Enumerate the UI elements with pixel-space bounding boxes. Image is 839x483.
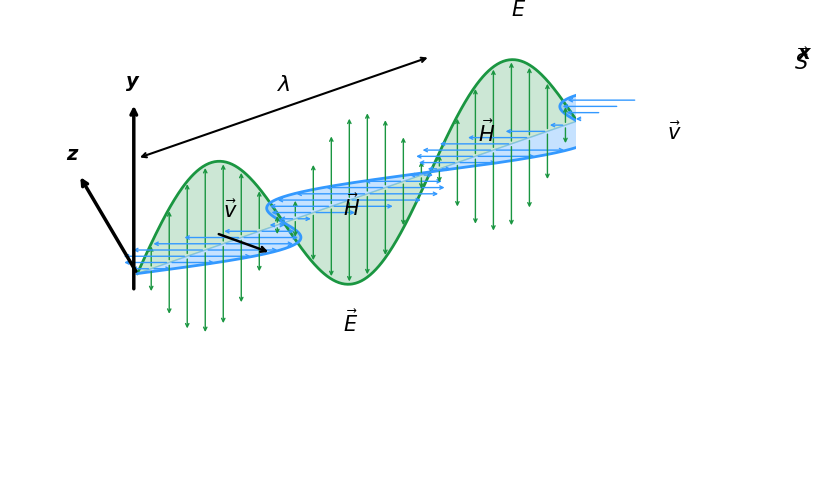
Text: $\vec{\mathit{E}}$: $\vec{\mathit{E}}$ (510, 0, 526, 21)
Text: $\vec{\mathit{H}}$: $\vec{\mathit{H}}$ (343, 193, 361, 220)
Text: $\vec{\mathit{H}}$: $\vec{\mathit{H}}$ (478, 120, 495, 146)
Text: $\vec{\mathit{v}}$: $\vec{\mathit{v}}$ (222, 199, 237, 222)
Polygon shape (138, 59, 723, 284)
Text: $\vec{\mathit{S}}$: $\vec{\mathit{S}}$ (795, 47, 809, 74)
Text: $\lambda$: $\lambda$ (277, 75, 291, 95)
Text: z: z (66, 145, 78, 164)
Text: $\vec{\mathit{E}}$: $\vec{\mathit{E}}$ (342, 309, 357, 336)
Text: $\vec{\mathit{v}}$: $\vec{\mathit{v}}$ (667, 121, 682, 143)
Polygon shape (138, 71, 723, 273)
Text: y: y (126, 71, 138, 91)
Text: x: x (798, 43, 810, 63)
